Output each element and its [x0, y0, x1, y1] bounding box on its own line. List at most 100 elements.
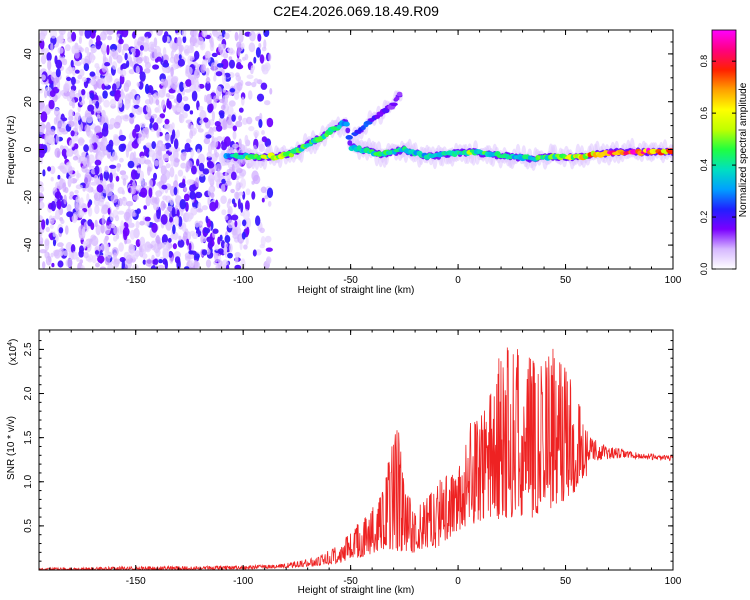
spectrogram-noise-blob [226, 114, 233, 126]
spectrogram-noise-blob [122, 114, 130, 122]
spectrogram-noise-blob [71, 213, 78, 224]
spectrogram-noise-blob [76, 256, 80, 262]
spectrogram-noise-blob [110, 49, 117, 57]
spectrogram-noise-blob [57, 200, 62, 210]
spectrogram-noise-blob [189, 184, 196, 193]
spectrogram-noise-blob [190, 76, 195, 86]
spectrogram-noise-blob [124, 100, 130, 111]
spectrogram-noise-blob [77, 74, 83, 80]
spectrogram-noise-blob [118, 134, 127, 142]
spectrogram-ytick-label: 40 [23, 48, 34, 60]
spectrogram-noise-blob [260, 236, 266, 247]
snr-ylabel: SNR (10 * v/v) [6, 416, 17, 480]
colorbar-gradient [711, 29, 737, 270]
spectrogram-noise-blob [65, 258, 73, 268]
spectrogram-noise-blob [82, 156, 88, 166]
spectrogram-noise-blob [153, 48, 158, 59]
spectrogram-noise-blob [139, 71, 146, 82]
spectrogram-noise-blob [172, 224, 176, 235]
spectrogram-noise-blob [226, 168, 233, 174]
spectrogram-noise-blob [144, 216, 151, 222]
spectrogram-noise-blob [246, 74, 254, 80]
spectrogram-noise-blob [161, 99, 166, 110]
spectrogram-noise-blob [129, 60, 134, 67]
spectrogram-noise-blob [151, 222, 158, 233]
colorbar-tick-label: 0.8 [699, 55, 709, 68]
spectrogram-noise-blob [109, 181, 115, 190]
spectrogram-xtick-label: 100 [665, 275, 682, 286]
spectrogram-noise-blob [177, 239, 185, 248]
spectrogram-noise-blob [114, 215, 120, 222]
spectrogram-noise-blob [191, 90, 198, 102]
spectrogram-noise-blob [137, 106, 144, 113]
spectrogram-noise-blob [119, 170, 127, 176]
spectrogram-noise-blob [162, 34, 168, 43]
spectrogram-noise-blob [132, 212, 137, 217]
spectrogram-noise-blob [50, 200, 57, 212]
spectrogram-noise-blob [89, 79, 96, 86]
spectrogram-noise-blob [171, 42, 177, 53]
spectrogram-noise-blob [163, 59, 169, 65]
spectrogram-noise-blob [55, 59, 63, 69]
spectrogram-noise-blob [133, 104, 140, 109]
spectrogram-xlabel: Height of straight line (km) [298, 285, 415, 296]
spectrogram-noise-blob [40, 54, 47, 65]
spectrogram-noise-blob [227, 30, 232, 33]
spectrogram-noise-blob [125, 147, 129, 158]
spectrogram-noise-blob [206, 151, 213, 158]
spectrogram-noise-blob [177, 58, 185, 67]
spectrogram-noise-blob [206, 236, 213, 243]
spectrogram-noise-blob [140, 187, 148, 198]
spectrogram-noise-blob [79, 245, 84, 254]
spectrogram-noise-blob [218, 254, 222, 265]
spectrogram-noise-blob [223, 110, 230, 115]
spectrogram-noise-blob [66, 204, 72, 212]
spectrogram-noise-blob [130, 185, 137, 195]
spectrogram-noise-blob [236, 41, 242, 49]
spectrogram-noise-blob [78, 36, 82, 44]
spectrogram-noise-blob [75, 184, 83, 190]
spectrogram-noise-blob [191, 165, 197, 175]
spectrogram-noise-blob [91, 255, 97, 264]
spectrogram-noise-blob [222, 118, 227, 129]
spectrogram-noise-blob [137, 167, 141, 174]
spectrogram-noise-blob [129, 117, 135, 124]
spectrogram-noise-blob [204, 94, 207, 103]
spectrogram-noise-blob [145, 104, 151, 113]
spectrogram-xtick-label: -100 [233, 275, 253, 286]
spectrogram-noise-blob [68, 139, 75, 148]
spectrogram-noise-blob [157, 104, 161, 113]
spectrogram-noise-blob [207, 241, 214, 250]
spectrogram-noise-blob [182, 151, 187, 157]
spectrogram-noise-blob [173, 251, 181, 259]
spectrogram-noise-blob [230, 171, 237, 181]
spectrogram-noise-blob [107, 35, 113, 41]
spectrogram-noise-blob [49, 165, 56, 175]
spectrogram-noise-blob [87, 185, 92, 194]
spectrogram-noise-blob [118, 38, 124, 45]
spectrogram-noise-blob [246, 226, 250, 236]
spectrogram-noise-blob [226, 201, 230, 209]
spectrogram-noise-blob [208, 167, 215, 174]
spectrogram-noise-blob [230, 188, 235, 194]
spectrogram-noise-blob [231, 163, 235, 174]
spectrogram-noise-blob [143, 145, 147, 151]
spectrogram-noise-blob [49, 30, 58, 39]
spectrogram-noise-blob [227, 206, 233, 216]
spectrogram-noise-blob [241, 96, 245, 106]
spectrogram-noise-blob [173, 186, 178, 196]
spectrogram-noise-blob [161, 184, 168, 190]
spectrogram-noise-blob [238, 115, 243, 122]
spectrogram-noise-blob [86, 193, 90, 203]
spectrogram-noise-blob [255, 215, 261, 226]
spectrogram-noise-blob [216, 63, 224, 68]
spectrogram-noise-blob [80, 265, 85, 269]
spectrogram-noise-blob [39, 249, 47, 254]
spectrogram-noise-blob [162, 153, 170, 162]
spectrogram-noise-blob [40, 33, 45, 42]
spectrogram-noise-blob [87, 207, 93, 217]
spectrogram-noise-blob [81, 76, 87, 83]
spectrogram-noise-blob [205, 93, 212, 105]
spectrogram-noise-blob [199, 119, 205, 124]
spectrogram-noise-blob [94, 192, 101, 201]
